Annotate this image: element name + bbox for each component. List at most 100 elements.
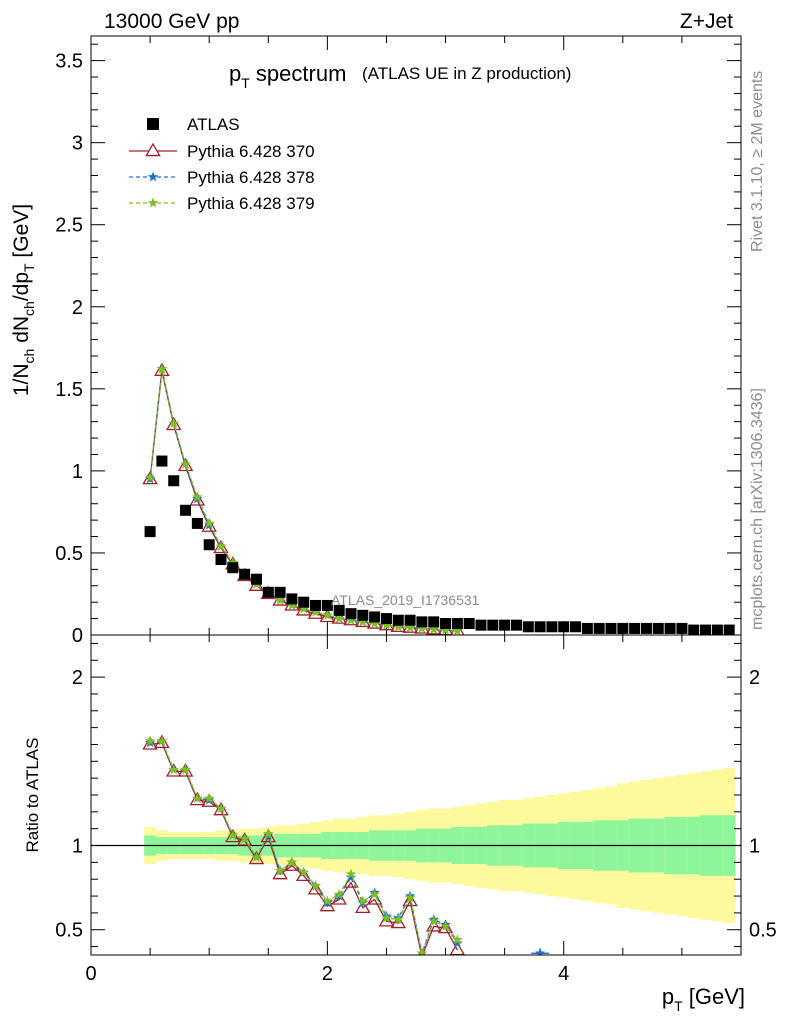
pythia-star-point: [204, 517, 215, 528]
legend: ATLAS Pythia 6.428 370 Pythia 6.428 378 Pyt…: [129, 115, 315, 213]
top-ytick-label: 2: [72, 297, 83, 319]
x-axis-label: pT [GeV]: [662, 984, 745, 1014]
top-ylabel: 1/Nch dNch/dpT [GeV]: [10, 204, 37, 396]
atlas-data-point: [262, 586, 274, 598]
atlas-data-point: [711, 624, 723, 635]
ratio-pythia-star-point: [393, 914, 404, 925]
ratio-pythia-370-point: [319, 897, 336, 912]
atlas-data-point: [168, 475, 180, 487]
ratio-pythia-370-point: [272, 865, 288, 880]
ratio-pythia-370-point: [366, 891, 383, 905]
ratio-pythia-star-point: [404, 892, 416, 903]
atlas-data-point: [180, 504, 192, 516]
atlas-data-point: [440, 618, 452, 630]
top-ytick-label: 3.5: [55, 51, 83, 73]
ratio-pythia-star-point: [440, 920, 451, 931]
ratio-pythia-star-point: [357, 895, 368, 906]
ratio-pythia-star-point: [227, 829, 238, 840]
ratio-pythia-star-point: [452, 934, 463, 945]
bot-ytick-label: 1: [72, 836, 83, 858]
ratio-pythia-star-point: [322, 895, 333, 906]
atlas-data-point: [404, 614, 416, 626]
pythia-star-point: [357, 616, 368, 627]
legend-label: ATLAS: [187, 115, 240, 134]
ratio-pythia-star-point: [452, 937, 463, 948]
bot-ytick-label: 2: [72, 667, 83, 689]
top-ytick-label: 0: [72, 625, 83, 647]
ratio-pythia-370-point: [437, 919, 454, 934]
atlas-data-point: [605, 622, 617, 634]
atlas-data-point: [227, 562, 239, 574]
atlas-data-point: [463, 618, 475, 630]
ratio-series-line: [150, 740, 458, 955]
ratio-pythia-star-point: [204, 792, 215, 803]
atlas-data-point: [723, 624, 735, 635]
atlas-data-point: [593, 622, 605, 634]
legend-label: Pythia 6.428 378: [187, 168, 315, 187]
pythia-star-point: [404, 622, 416, 633]
ratio-pythia-star-point: [310, 880, 321, 891]
atlas-data-point: [652, 622, 664, 634]
pythia-370-point: [201, 518, 217, 532]
pythia-star-point: [286, 600, 298, 610]
ratio-pythia-370-point: [236, 832, 253, 846]
atlas-data-point: [215, 554, 227, 566]
pythia-star-point: [156, 363, 168, 374]
ratio-pythia-star-point: [144, 735, 156, 746]
svg-text:1/Nch dNch/dpT [GeV]: 1/Nch dNch/dpT [GeV]: [10, 204, 37, 396]
atlas-data-point: [191, 517, 203, 529]
atlas-data-point: [510, 619, 522, 631]
pythia-370-point: [165, 416, 182, 431]
atlas-data-point: [629, 622, 641, 634]
bot-ytick-label-right: 1: [749, 836, 760, 858]
top-ytick-label: 1.5: [55, 379, 83, 401]
ratio-pythia-star-point: [251, 851, 262, 862]
top-ytick-label: 2.5: [55, 215, 83, 237]
xtick-label: 0: [85, 963, 96, 985]
legend-marker-triangle: [145, 142, 161, 157]
atlas-data-point: [451, 618, 463, 630]
pythia-star-point: [369, 618, 380, 628]
atlas-data-point: [203, 539, 215, 551]
mcplots-label: mcplots.cern.ch [arXiv:1306.3436]: [749, 388, 766, 630]
xtick-label: 2: [322, 963, 333, 985]
ratio-pythia-star-point: [286, 856, 298, 867]
ratio-uncertainty-bands: [91, 768, 741, 923]
ratio-pythia-370-point: [355, 899, 371, 914]
pythia-star-point: [345, 614, 357, 625]
ratio-pythia-star-point: [168, 764, 179, 775]
pythia-star-point: [322, 609, 333, 620]
ratio-pythia-370-point: [189, 791, 206, 806]
ratio-pythia-370-point: [425, 918, 442, 932]
top-ytick-label: 3: [72, 133, 83, 155]
atlas-data-point: [676, 622, 688, 634]
ratio-pythia-star-point: [263, 828, 274, 839]
atlas-data-point: [534, 621, 546, 633]
legend-marker-atlas: [147, 118, 159, 130]
ratio-pythia-370-point: [213, 801, 229, 816]
legend-marker-star: [147, 197, 159, 208]
atlas-data-point: [416, 616, 428, 628]
legend-label: Pythia 6.428 379: [187, 194, 315, 213]
ratio-pythia-star-point: [192, 792, 203, 803]
atlas-data-point: [522, 621, 534, 633]
top-panel-ticks: 0 0.5 1 1.5 2 2.5 3 3.5: [55, 36, 742, 647]
atlas-data-point: [310, 599, 322, 611]
analysis-tag: ATLAS_2019_I1736531: [331, 592, 480, 608]
atlas-data-point: [428, 616, 440, 628]
pythia-star-point: [168, 417, 179, 428]
top-ytick-label: 0.5: [55, 543, 83, 565]
ratio-series: [142, 734, 550, 955]
ratio-pythia-star-point: [416, 947, 428, 955]
atlas-data-point: [333, 604, 345, 616]
pythia-star-point: [192, 491, 203, 502]
atlas-data-point: [487, 619, 499, 631]
ratio-pythia-370-point: [378, 913, 395, 927]
pythia-star-point: [393, 621, 404, 632]
atlas-data-point: [688, 624, 700, 635]
atlas-data-point: [239, 568, 251, 580]
atlas-data-point: [321, 599, 333, 611]
xtick-label: 4: [558, 963, 569, 985]
series-line: [149, 368, 458, 632]
atlas-data-point: [546, 621, 558, 633]
